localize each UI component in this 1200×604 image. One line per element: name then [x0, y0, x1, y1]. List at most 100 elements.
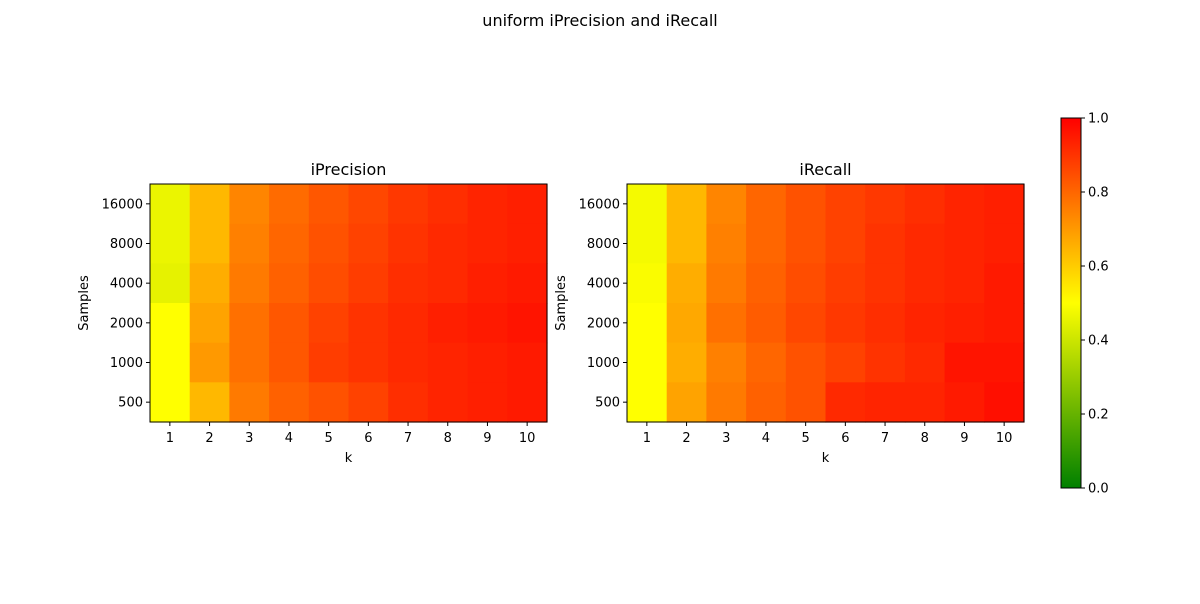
heatmap-cell — [427, 303, 469, 344]
plot-frame — [149, 183, 548, 423]
heatmap-cell — [388, 382, 429, 423]
colorbar-tick-label: 1.0 — [1088, 112, 1109, 127]
heatmap-cell — [865, 382, 906, 423]
heatmap-cell — [904, 223, 946, 264]
heatmap-cell — [229, 382, 270, 423]
x-tick-label: 1 — [643, 431, 651, 446]
y-axis-label: Samples — [554, 275, 569, 331]
heatmap-cell — [865, 223, 906, 264]
heatmap-cell — [666, 223, 707, 264]
heatmap-cell — [785, 342, 827, 383]
heatmap-cell — [785, 184, 827, 225]
heatmap-cell — [706, 263, 747, 304]
colorbar-tick-label: 0.6 — [1088, 260, 1109, 275]
heatmap-cell — [944, 223, 985, 264]
heatmap-cell — [467, 382, 508, 423]
heatmap-cell — [189, 263, 230, 304]
x-tick-label: 10 — [519, 431, 536, 446]
heatmap-cell — [507, 223, 548, 264]
heatmap-cell — [904, 184, 946, 225]
heatmap-cell — [984, 263, 1025, 304]
heatmap-cell — [467, 303, 508, 344]
heatmap-cell — [308, 223, 350, 264]
heatmap-cell — [229, 342, 270, 383]
heatmap-cell — [825, 382, 866, 423]
x-tick-label: 9 — [960, 431, 968, 446]
heatmap-cell — [666, 184, 707, 225]
colorbar-tick-label: 0.0 — [1088, 482, 1109, 497]
heatmap-cell — [467, 342, 508, 383]
heatmap-cell — [706, 184, 747, 225]
heatmap-cell — [746, 184, 787, 225]
x-tick-label: 7 — [881, 431, 889, 446]
heatmap-cell — [627, 223, 668, 264]
heatmap-cell — [785, 382, 827, 423]
heatmap-cell — [865, 263, 906, 304]
heatmap-cell — [984, 303, 1025, 344]
heatmap-cell — [427, 223, 469, 264]
heatmap-cell — [825, 223, 866, 264]
x-tick-label: 3 — [722, 431, 730, 446]
heatmap-cell — [666, 263, 707, 304]
heatmap-panel-1: iPrecision 1 2 3 4 5 6 7 8 9 10 16000 8000 4000 2000 10… — [77, 160, 548, 466]
heatmap-cell — [507, 342, 548, 383]
heatmap-cell — [984, 382, 1025, 423]
colorbar-tick-label: 0.2 — [1088, 408, 1109, 423]
x-tick-label: 8 — [921, 431, 929, 446]
heatmap-cell — [348, 342, 389, 383]
heatmap-cell — [467, 263, 508, 304]
heatmap-cell — [269, 223, 310, 264]
heatmap-cell — [627, 303, 668, 344]
y-axis-label: Samples — [77, 275, 92, 331]
y-tick-label: 4000 — [587, 277, 620, 292]
heatmap-cell — [706, 223, 747, 264]
heatmap-cell — [507, 263, 548, 304]
heatmap-cell — [348, 184, 389, 225]
heatmap-panels: iPrecision 1 2 3 4 5 6 7 8 9 10 16000 8000 4000 2000 10… — [77, 160, 1025, 466]
heatmap-cell — [348, 223, 389, 264]
y-tick-label: 2000 — [587, 316, 620, 331]
x-axis-label: k — [822, 451, 830, 466]
heatmap-cell — [189, 303, 230, 344]
heatmap-cell — [746, 342, 787, 383]
heatmap-cell — [269, 303, 310, 344]
x-tick-label: 9 — [483, 431, 491, 446]
heatmap-cell — [150, 342, 191, 383]
heatmap-cell — [388, 342, 429, 383]
x-tick-label: 8 — [444, 431, 452, 446]
heatmap-cell — [746, 223, 787, 264]
heatmap-cell — [627, 342, 668, 383]
heatmap-cell — [150, 303, 191, 344]
heatmap-cell — [825, 263, 866, 304]
x-tick-label: 4 — [762, 431, 770, 446]
heatmap-cell — [308, 263, 350, 304]
y-tick-label: 500 — [595, 396, 620, 411]
x-tick-label: 6 — [364, 431, 372, 446]
heatmap-cell — [746, 382, 787, 423]
heatmap-cell — [388, 184, 429, 225]
heatmap-cell — [944, 382, 985, 423]
heatmap-cell — [308, 382, 350, 423]
heatmap-cell — [944, 263, 985, 304]
heatmap-cell — [189, 184, 230, 225]
heatmap-cell — [269, 263, 310, 304]
heatmap-cell — [984, 184, 1025, 225]
heatmap-cell — [229, 223, 270, 264]
heatmap-cell — [308, 342, 350, 383]
colorbar-tick-label: 0.8 — [1088, 186, 1109, 201]
heatmap-cell — [507, 303, 548, 344]
heatmap-cell — [865, 342, 906, 383]
heatmap-cell — [388, 223, 429, 264]
heatmap-cell — [269, 184, 310, 225]
heatmap-cell — [984, 223, 1025, 264]
y-tick-label: 16000 — [102, 197, 143, 212]
heatmap-cell — [348, 303, 389, 344]
y-tick-label: 2000 — [110, 316, 143, 331]
heatmap-cell — [666, 382, 707, 423]
heatmap-cell — [785, 223, 827, 264]
heatmap-cell — [229, 263, 270, 304]
heatmap-cell — [269, 382, 310, 423]
heatmap-cell — [308, 303, 350, 344]
heatmap-cell — [427, 263, 469, 304]
